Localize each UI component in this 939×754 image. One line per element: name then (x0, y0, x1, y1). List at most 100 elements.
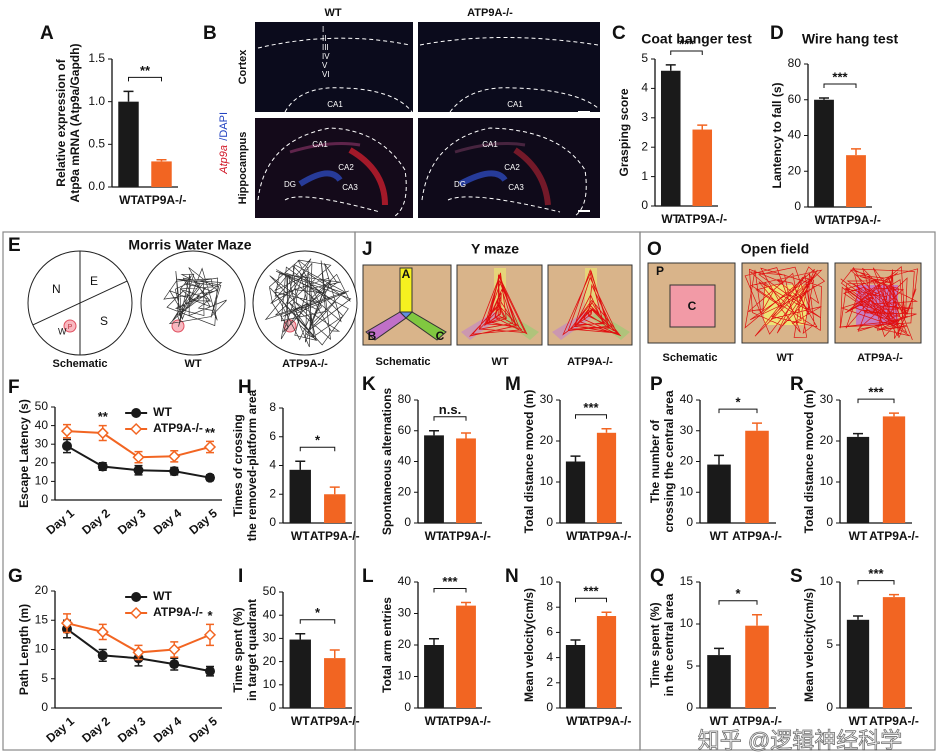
legend-label: WT (153, 589, 172, 603)
significance-label: * (735, 395, 741, 410)
y-tick-label: 0 (269, 700, 276, 714)
significance-label: * (315, 605, 321, 620)
error-bar (429, 637, 439, 645)
y-tick-label: 20 (398, 484, 412, 498)
marker (97, 461, 108, 472)
y-tick-label: 5 (41, 671, 48, 685)
y-tick-label: 20 (35, 583, 49, 597)
marker (168, 450, 181, 463)
x-tick-label: Day 2 (79, 506, 113, 538)
water-maze (27, 250, 358, 356)
bar (846, 436, 870, 523)
bar (596, 432, 617, 523)
y-tick-label: 20 (820, 433, 834, 447)
x-tick-label: Day 4 (151, 714, 185, 746)
y-tick-label: 6 (269, 429, 276, 443)
row-header: Cortex (237, 49, 249, 85)
bar (151, 161, 172, 187)
marker (168, 643, 181, 656)
marker (96, 625, 109, 639)
x-tick-label: ATP9A-/- (137, 193, 187, 207)
annotation: ** (98, 409, 109, 424)
region-label: DG (454, 180, 466, 189)
bar (324, 494, 346, 523)
y-tick-label: 5 (686, 658, 693, 672)
bar (456, 605, 476, 708)
bar (707, 464, 731, 523)
x-tick-label: WT (291, 529, 310, 543)
y-tick-label: 0.0 (88, 179, 105, 193)
y-axis-label: Time spent (%) (648, 602, 662, 687)
section-title: Y maze (471, 241, 519, 257)
y-axis-label: Spontaneous alternations (380, 388, 394, 536)
x-tick-label: WT (291, 714, 310, 728)
y-axis-label: Relative expression of (54, 58, 68, 186)
significance-bracket (433, 587, 467, 593)
error-bar (329, 649, 340, 659)
x-tick-label: ATP9A-/- (582, 714, 632, 728)
y-tick-label: 10 (35, 642, 49, 656)
y-tick-label: 0 (686, 515, 693, 529)
y-tick-label: 40 (788, 128, 802, 142)
significance-bracket (823, 83, 857, 88)
legend-marker (130, 422, 143, 436)
x-tick-label: Day 1 (43, 506, 77, 538)
marker (132, 451, 145, 464)
x-tick-label: WT (849, 529, 868, 543)
bar (289, 469, 311, 523)
arm-label: C (436, 329, 445, 343)
marker (133, 465, 144, 476)
y-tick-label: 0 (41, 492, 48, 506)
error-bar (156, 158, 167, 162)
stain-label: /DAPI (218, 112, 230, 141)
chart-title: Coat hanger test (641, 31, 752, 47)
legend-marker (131, 592, 142, 602)
legend-marker (130, 606, 143, 620)
y-tick-label: 10 (540, 474, 554, 488)
x-tick-label: ATP9A-/- (869, 714, 919, 728)
marker (203, 440, 217, 454)
bar (707, 655, 731, 708)
y-tick-label: 0 (546, 515, 553, 529)
error-bar (853, 615, 863, 620)
significance-label: n.s. (439, 402, 461, 417)
y-tick-label: 40 (398, 574, 412, 588)
quadrant-label: E (90, 274, 98, 288)
section-title: Morris Water Maze (128, 237, 251, 253)
region-frames (2, 231, 936, 751)
x-tick-label: WT (566, 529, 585, 543)
panel-letter: G (8, 566, 23, 587)
error-bar (295, 633, 306, 640)
bar (745, 430, 769, 523)
x-tick-label: Day 1 (43, 714, 77, 746)
panel-letter: S (790, 566, 803, 587)
marker (60, 617, 74, 630)
panel-letter: A (40, 23, 54, 44)
significance-bracket (433, 416, 467, 421)
caption: ATP9A-/- (857, 352, 903, 364)
significance-bracket (128, 76, 162, 82)
y-axis-label: Path Length (m) (17, 604, 31, 695)
error-bar (570, 639, 581, 645)
region-label: CA3 (508, 183, 524, 192)
x-tick-label: Day 5 (186, 714, 220, 746)
y-tick-label: 20 (398, 637, 412, 651)
error-bar (752, 614, 762, 626)
x-tick-label: ATP9A-/- (310, 529, 360, 543)
y-tick-label: 80 (788, 56, 802, 70)
y-tick-label: 20 (680, 454, 694, 468)
y-tick-label: 30 (35, 436, 49, 450)
significance-label: * (735, 586, 741, 601)
panel-letter: I (238, 566, 243, 587)
region-label: CA1 (482, 140, 498, 149)
error-bar (819, 97, 829, 100)
bar (882, 597, 906, 708)
panel-letter: H (238, 377, 252, 398)
region-label: CA3 (342, 183, 358, 192)
marker (169, 466, 180, 477)
caption: Schematic (375, 356, 430, 368)
marker (60, 425, 74, 438)
panel-letter: K (362, 374, 376, 395)
error-bar (697, 124, 708, 130)
